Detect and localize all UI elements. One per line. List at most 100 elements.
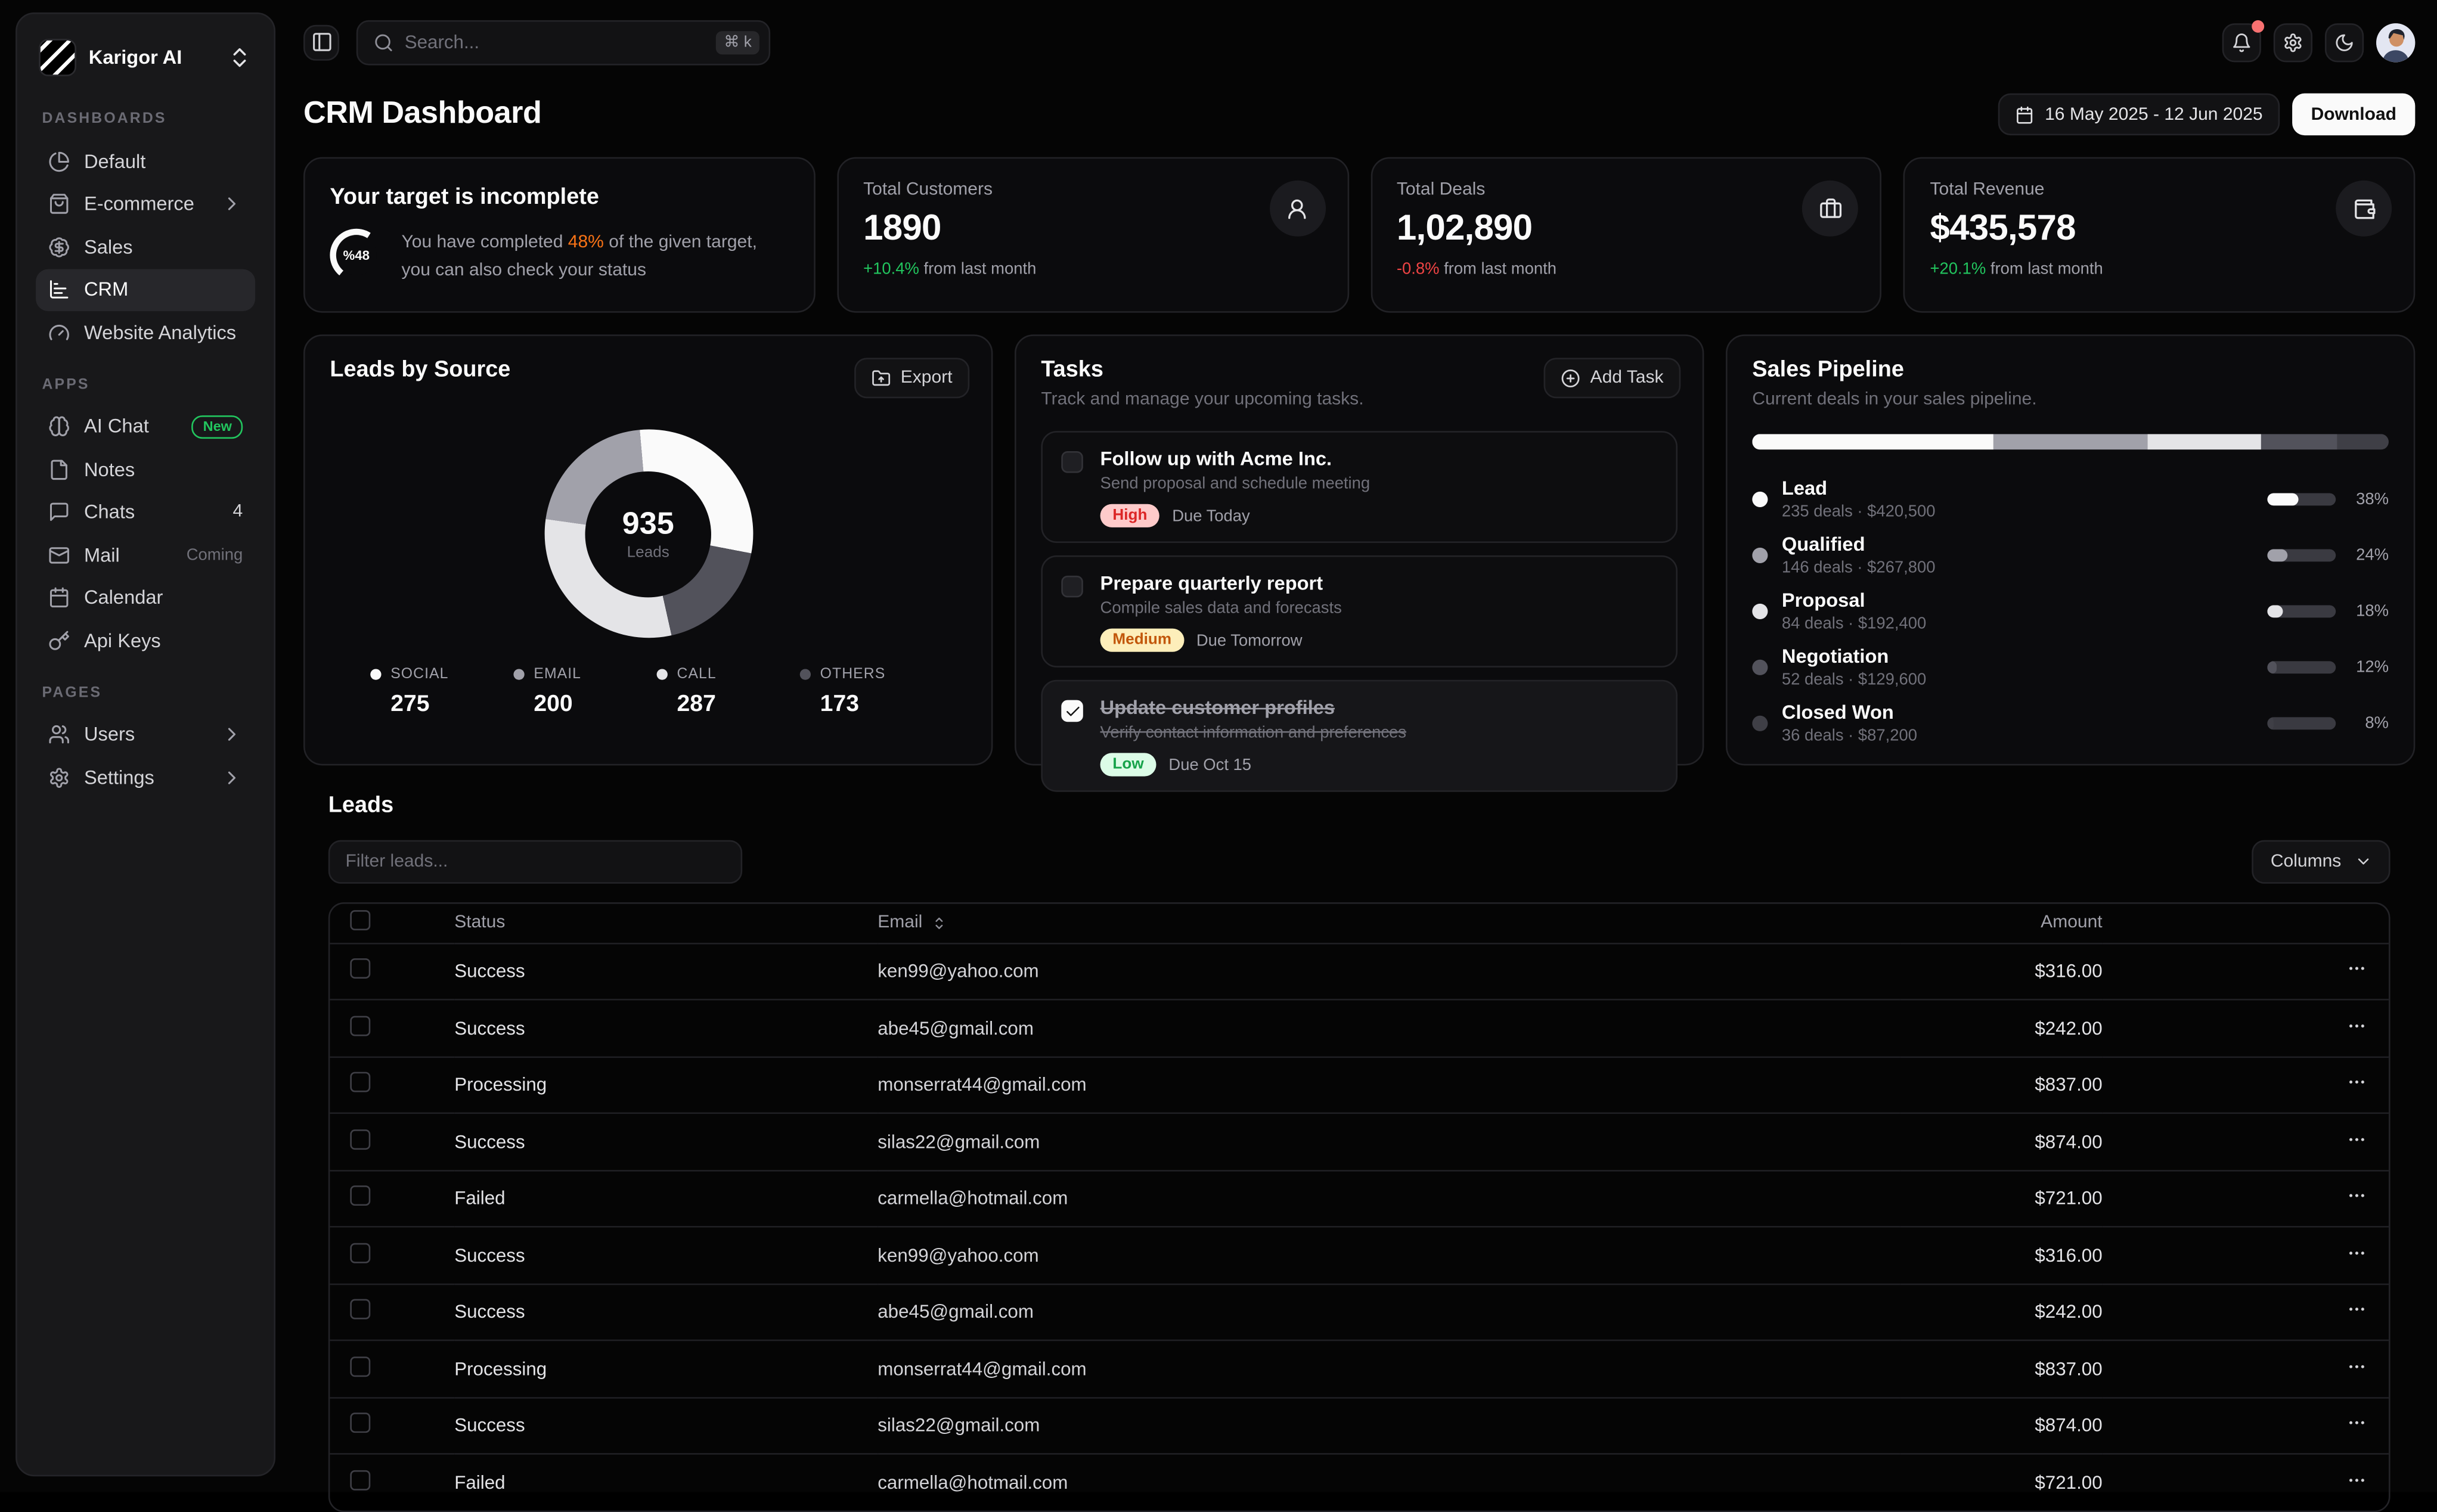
row-actions-button[interactable] [2346, 1129, 2367, 1149]
task-checkbox[interactable] [1061, 451, 1083, 473]
pipeline-bar-segment-lead [1752, 434, 1994, 450]
search-bar[interactable]: ⌘ k [356, 19, 771, 65]
sidebar-item-ai-chat[interactable]: AI Chat New [36, 405, 255, 448]
search-input[interactable] [404, 31, 706, 53]
chevron-down-icon [2357, 859, 2368, 865]
legend-label: CALL [677, 666, 717, 683]
avatar-illustration [2376, 22, 2416, 62]
file-icon [51, 459, 67, 480]
row-actions-button[interactable] [2346, 1413, 2367, 1433]
sidebar-item-sales[interactable]: Sales [36, 226, 255, 269]
task-item: Update customer profiles Verify contact … [1041, 679, 1678, 792]
columns-dropdown-button[interactable]: Columns [2252, 840, 2391, 884]
leads-section-title: Leads [328, 793, 394, 819]
row-checkbox[interactable] [350, 1185, 371, 1206]
sidebar-section-label: APPS [42, 375, 90, 393]
row-actions-button[interactable] [2346, 1243, 2367, 1263]
donut-total: 935 [622, 506, 674, 541]
sidebar-sections: DASHBOARDS Default E-commerce Sales CRM Websi… [36, 110, 256, 799]
row-checkbox[interactable] [350, 1072, 371, 1093]
task-description: Send proposal and schedule meeting [1100, 474, 1371, 493]
row-checkbox[interactable] [350, 1015, 371, 1036]
sidebar-toggle-button[interactable] [303, 24, 340, 60]
status-column-header: Status [454, 913, 506, 933]
sidebar-item-calendar[interactable]: Calendar [36, 576, 255, 619]
row-actions-button[interactable] [2346, 1016, 2367, 1036]
sort-icon [935, 917, 942, 929]
legend-value: 173 [820, 691, 860, 718]
row-checkbox[interactable] [350, 1356, 371, 1377]
task-checkbox[interactable] [1061, 575, 1083, 598]
calendar-icon [2017, 105, 2033, 123]
sidebar: Karigor AI DASHBOARDS Default E-commerce Sa… [15, 12, 276, 1477]
priority-badge: Medium [1100, 628, 1184, 652]
row-checkbox[interactable] [350, 1129, 371, 1150]
row-actions-button[interactable] [2346, 1470, 2367, 1491]
task-due: Due Oct 15 [1168, 755, 1252, 774]
row-checkbox[interactable] [350, 1470, 371, 1491]
search-shortcut-badge: ⌘ k [716, 30, 759, 54]
theme-toggle-button[interactable] [2324, 22, 2364, 62]
priority-badge: Low [1100, 753, 1157, 777]
avatar[interactable] [2376, 22, 2416, 62]
sidebar-item-api-keys[interactable]: Api Keys [36, 619, 255, 662]
page-title: CRM Dashboard [303, 96, 542, 131]
row-checkbox[interactable] [350, 958, 371, 979]
row-status: Failed [454, 1169, 878, 1227]
row-checkbox[interactable] [350, 1299, 371, 1320]
stage-name: Closed Won [1781, 701, 1894, 724]
settings-button[interactable] [2273, 22, 2313, 62]
row-checkbox[interactable] [350, 1412, 371, 1433]
row-actions-button[interactable] [2346, 1356, 2367, 1377]
row-email: silas22@gmail.com [878, 1112, 1900, 1171]
stage-dot [1752, 715, 1768, 731]
gauge-icon [49, 324, 69, 340]
sidebar-item-mail[interactable]: Mail Coming [36, 533, 255, 576]
row-actions-button[interactable] [2346, 1299, 2367, 1319]
pipeline-row-closed-won: Closed Won 36 deals · $87,200 8% [1752, 696, 2389, 752]
row-actions-button[interactable] [2346, 1072, 2367, 1092]
brain-icon [49, 417, 69, 437]
leads-toolbar: Columns [328, 840, 2391, 884]
task-item: Follow up with Acme Inc. Send proposal a… [1041, 431, 1678, 544]
sidebar-item-website-analytics[interactable]: Website Analytics [36, 311, 255, 354]
ellipsis-icon [2349, 1421, 2364, 1425]
count-badge: 4 [232, 502, 243, 522]
task-checkbox[interactable] [1061, 700, 1083, 722]
wallet-icon [2354, 198, 2375, 219]
download-button[interactable]: Download [2292, 93, 2416, 136]
row-actions-button[interactable] [2346, 1186, 2367, 1206]
pipeline-bar-segment-closed-won [2337, 434, 2389, 450]
sidebar-item-notes[interactable]: Notes [36, 448, 255, 491]
row-amount: $242.00 [1900, 1283, 2103, 1340]
sidebar-item-default[interactable]: Default [36, 140, 255, 183]
sidebar-item-chats[interactable]: Chats 4 [36, 491, 255, 534]
email-column-sort[interactable]: Email [878, 914, 1900, 932]
select-all-checkbox[interactable] [350, 910, 371, 931]
stat-value: 1,02,890 [1396, 207, 1533, 248]
export-button[interactable]: Export [854, 358, 970, 399]
target-card-title: Your target is incomplete [330, 185, 599, 210]
table-row: Success silas22@gmail.com $874.00 [330, 1396, 2389, 1454]
row-actions-button[interactable] [2346, 959, 2367, 979]
filter-leads-input[interactable] [328, 840, 743, 884]
add-task-button[interactable]: Add Task [1544, 358, 1681, 399]
sidebar-item-e-commerce[interactable]: E-commerce [36, 183, 255, 226]
plus-circle-icon [1562, 369, 1580, 387]
row-checkbox[interactable] [350, 1243, 371, 1263]
table-row: Success abe45@gmail.com $242.00 [330, 998, 2389, 1057]
workspace-switcher[interactable]: Karigor AI [36, 39, 255, 76]
sidebar-item-crm[interactable]: CRM [36, 268, 256, 312]
task-description: Verify contact information and preferenc… [1100, 723, 1407, 743]
ellipsis-icon [2349, 1024, 2364, 1027]
row-amount: $874.00 [1900, 1396, 2103, 1454]
target-description: You have completed 48% of the given targ… [401, 233, 757, 281]
notifications-button[interactable] [2222, 19, 2265, 62]
sidebar-item-users[interactable]: Users [36, 713, 255, 756]
sidebar-item-settings[interactable]: Settings [36, 756, 255, 799]
date-range-picker[interactable]: 16 May 2025 - 12 Jun 2025 [1998, 93, 2280, 136]
table-row: Success silas22@gmail.com $874.00 [330, 1112, 2389, 1171]
chevron-right-icon [221, 766, 243, 788]
chevron-right-icon [228, 771, 236, 784]
